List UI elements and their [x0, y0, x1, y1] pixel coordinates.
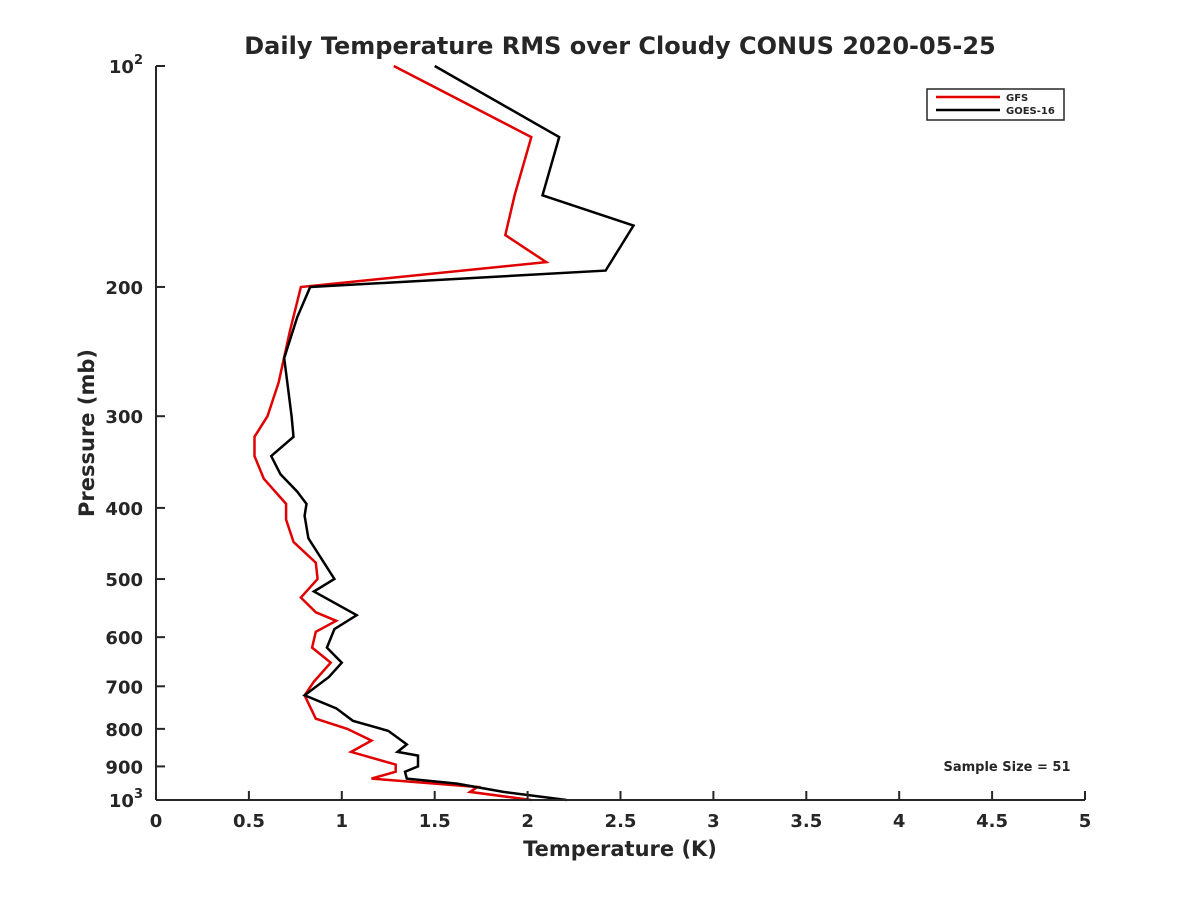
- y-tick-label: 600: [105, 628, 143, 649]
- y-tick-label: 300: [105, 407, 143, 428]
- y-tick-label: 800: [105, 720, 143, 741]
- x-tick-label: 3.5: [790, 811, 822, 832]
- sample-size-annotation: Sample Size = 51: [943, 760, 1070, 775]
- series-line-gfs: [253, 64, 550, 802]
- legend-label-goes-16: GOES-16: [1006, 106, 1055, 117]
- y-tick-label: 400: [105, 499, 143, 520]
- x-tick-label: 0: [150, 811, 163, 832]
- legend: GFS GOES-16: [926, 88, 1065, 121]
- x-tick-label: 5: [1079, 811, 1092, 832]
- y-axis-label: Pressure (mb): [75, 349, 99, 517]
- x-tick-label: 1: [336, 811, 349, 832]
- y-tick-label: 102: [109, 53, 143, 78]
- x-tick-label: 0.5: [233, 811, 265, 832]
- x-tick-label: 1.5: [419, 811, 451, 832]
- legend-label-gfs: GFS: [1006, 93, 1028, 104]
- legend-box: [926, 88, 1065, 121]
- y-tick-label: 500: [105, 570, 143, 591]
- y-tick-label: 103: [109, 787, 143, 812]
- x-tick-label: 2.5: [605, 811, 637, 832]
- y-tick-label: 200: [105, 278, 143, 299]
- x-tick-label: 4.5: [976, 811, 1008, 832]
- chart-title: Daily Temperature RMS over Cloudy CONUS …: [244, 32, 996, 60]
- series-line-goes-16: [269, 64, 636, 802]
- x-tick-label: 3: [707, 811, 720, 832]
- series-layer: [253, 64, 636, 802]
- axes-layer: 0 0.5 1 1.5 2 2.5 3 3.5 4 4.5 5 102 200 300 400 500 600 7…: [105, 53, 1091, 832]
- x-tick-label: 2: [521, 811, 534, 832]
- x-tick-label: 4: [893, 811, 906, 832]
- y-tick-label: 900: [105, 757, 143, 778]
- y-tick-label: 700: [105, 677, 143, 698]
- x-axis-label: Temperature (K): [523, 837, 717, 861]
